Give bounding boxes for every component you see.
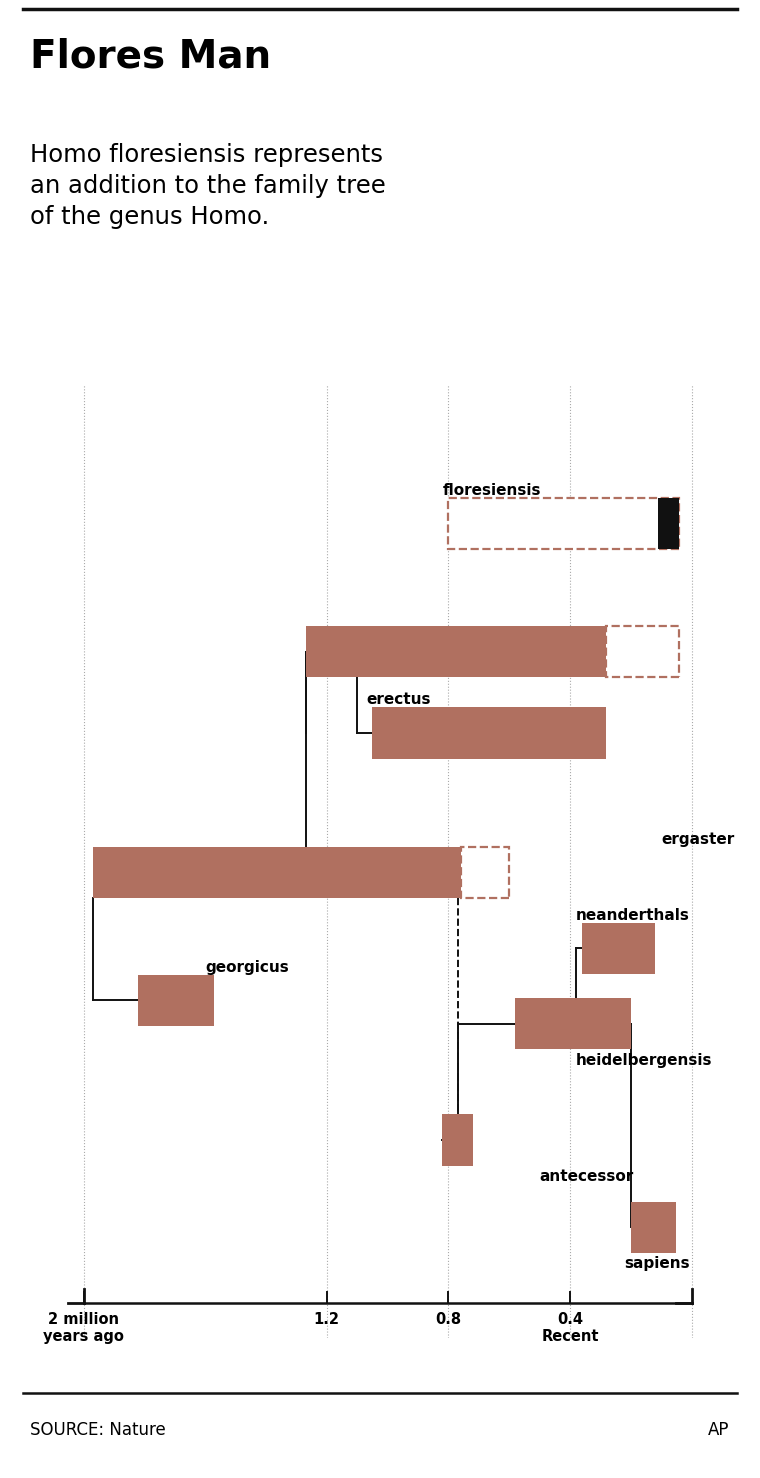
Text: ergaster: ergaster <box>661 832 734 847</box>
Text: AP: AP <box>708 1420 730 1440</box>
Bar <box>372 708 606 758</box>
Text: 2 million
years ago: 2 million years ago <box>43 1312 124 1345</box>
Text: georgicus: georgicus <box>205 959 289 975</box>
Bar <box>515 998 631 1049</box>
Text: Homo floresiensis represents
an addition to the family tree
of the genus Homo.: Homo floresiensis represents an addition… <box>30 143 386 229</box>
Bar <box>138 975 214 1026</box>
FancyBboxPatch shape <box>606 627 679 677</box>
Text: 1.2: 1.2 <box>314 1312 340 1327</box>
Text: 0.8: 0.8 <box>435 1312 461 1327</box>
Text: neanderthals: neanderthals <box>576 907 690 922</box>
Text: sapiens: sapiens <box>625 1256 690 1271</box>
Bar <box>582 922 655 974</box>
Bar <box>93 847 461 899</box>
Bar <box>658 498 679 550</box>
Text: antecessor: antecessor <box>540 1169 634 1184</box>
FancyBboxPatch shape <box>448 498 679 550</box>
Text: SOURCE: Nature: SOURCE: Nature <box>30 1420 166 1440</box>
Bar <box>442 1114 473 1166</box>
Text: heidelbergensis: heidelbergensis <box>576 1052 713 1067</box>
Text: Flores Man: Flores Man <box>30 37 271 75</box>
Bar <box>631 1202 676 1253</box>
FancyBboxPatch shape <box>461 847 509 899</box>
Text: 0.4
Recent: 0.4 Recent <box>541 1312 599 1345</box>
Text: floresiensis: floresiensis <box>442 483 541 498</box>
Bar <box>306 627 606 677</box>
Text: erectus: erectus <box>366 693 431 708</box>
